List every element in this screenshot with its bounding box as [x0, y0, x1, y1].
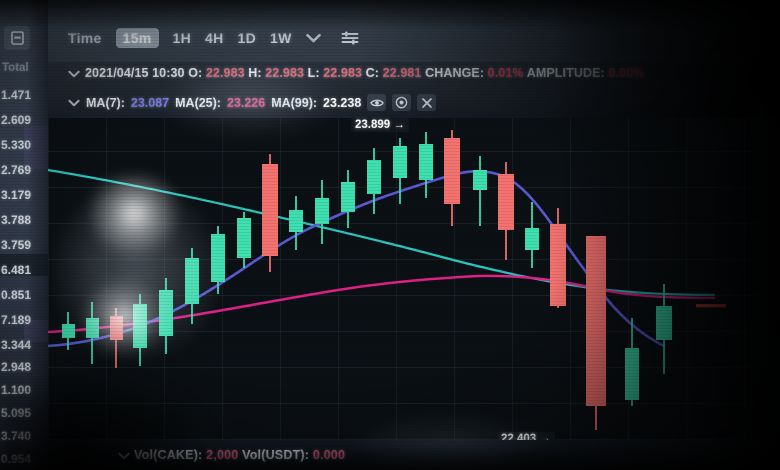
chevron-down-icon[interactable] [118, 452, 130, 460]
candle [211, 226, 225, 294]
candle [289, 196, 303, 250]
volume-legend-clip: Vol(CAKE): 2,000 Vol(USDT): 0.000 [48, 440, 780, 470]
candle [473, 156, 487, 226]
candle [315, 180, 329, 244]
volume-base-label: Vol(CAKE): [134, 448, 203, 462]
candle [525, 202, 539, 268]
arrow-right-icon: → [393, 119, 405, 131]
volume-quote-value: 0.000 [312, 448, 346, 462]
candle [133, 294, 147, 366]
candle [185, 248, 199, 324]
volume-legend: Vol(CAKE): 2,000 Vol(USDT): 0.000 [118, 448, 345, 462]
candle-series [62, 130, 726, 430]
candle [367, 148, 381, 214]
candle [586, 236, 606, 430]
candle [419, 132, 433, 198]
candle [341, 170, 355, 228]
chart-canvas [48, 130, 726, 430]
volume-quote-label: Vol(USDT): [242, 448, 310, 462]
candle [237, 212, 251, 268]
candle [110, 308, 123, 368]
candlestick-chart[interactable] [48, 118, 780, 440]
candle [159, 278, 173, 354]
candle [696, 304, 726, 308]
volume-base-value: 2,000 [206, 448, 239, 462]
orderbook-edge-shading [0, 0, 48, 470]
candle [262, 154, 278, 272]
candle [86, 302, 99, 364]
high-price-marker: 23.899 → [351, 118, 409, 132]
candle [444, 130, 460, 226]
toolbar-vignette [48, 0, 780, 62]
high-price-value: 23.899 [355, 119, 391, 131]
candle [498, 162, 514, 260]
infoband-vignette [48, 62, 780, 118]
candle [625, 318, 639, 406]
